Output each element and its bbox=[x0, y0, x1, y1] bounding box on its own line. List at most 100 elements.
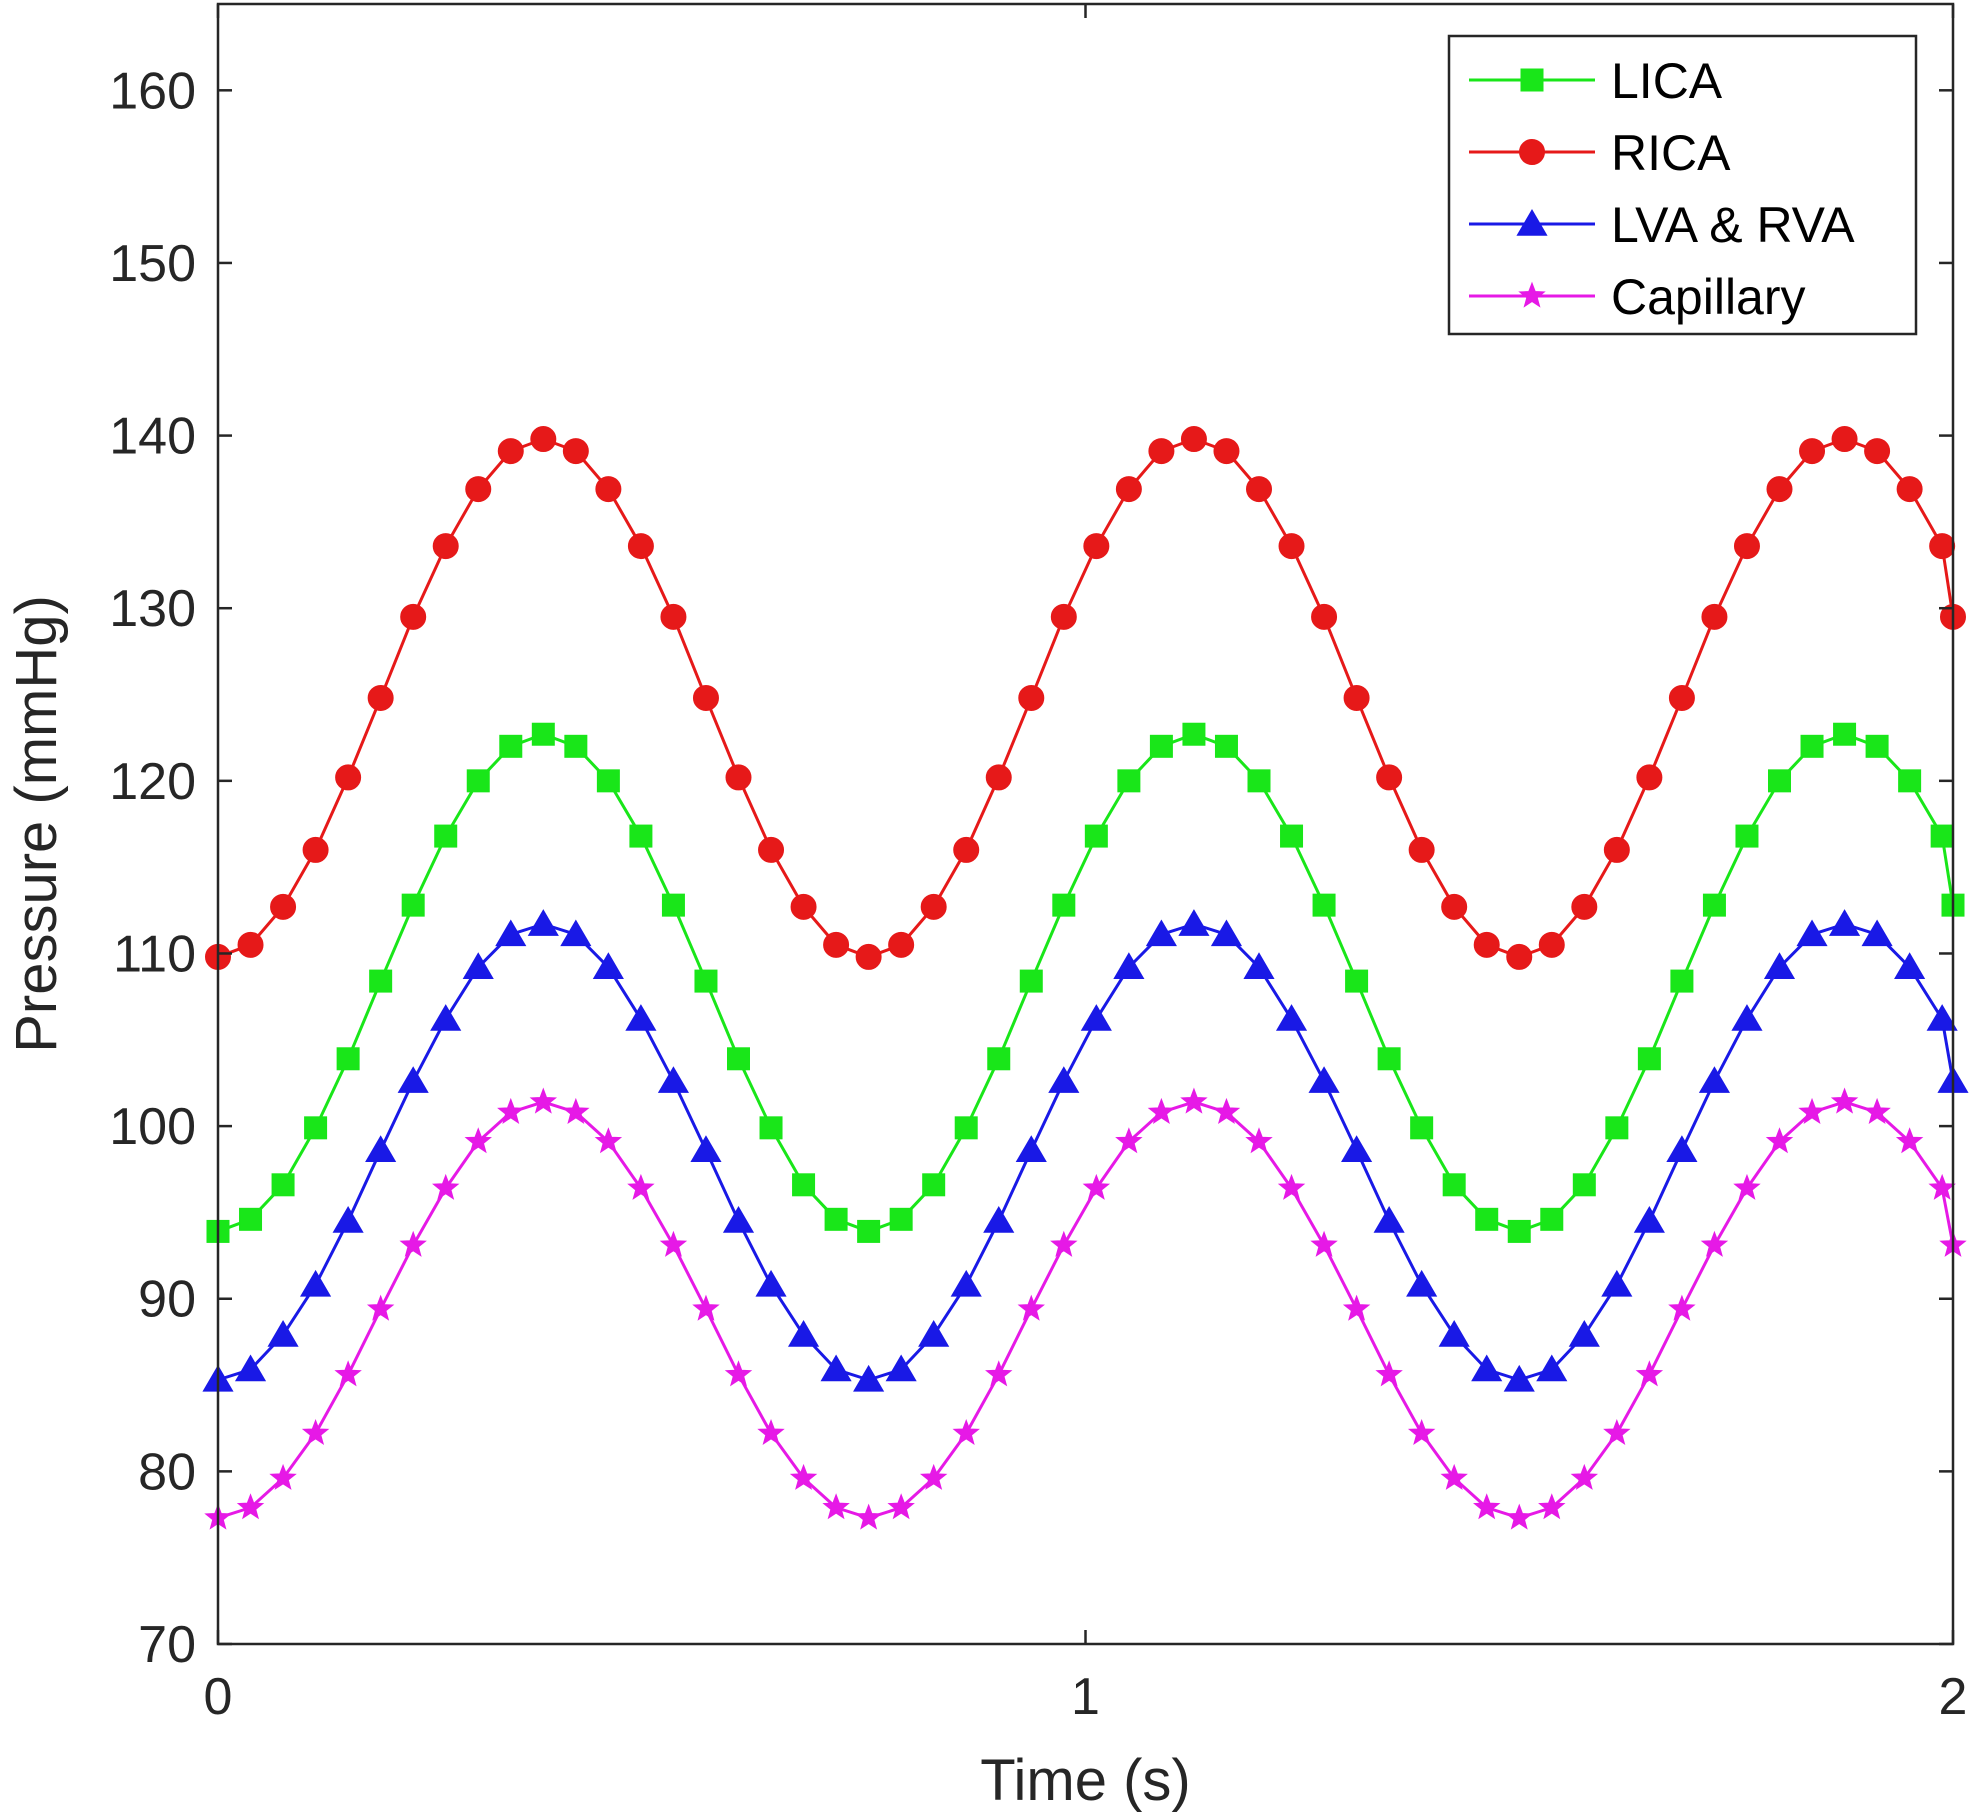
data-point-lica bbox=[889, 1207, 913, 1231]
data-point-capillary bbox=[1082, 1173, 1111, 1200]
data-point-capillary bbox=[724, 1360, 753, 1387]
data-point-capillary bbox=[692, 1294, 720, 1321]
data-point-lva-rva bbox=[853, 1364, 885, 1392]
data-point-lva-rva bbox=[234, 1354, 267, 1382]
data-point-lva-rva bbox=[365, 1135, 397, 1162]
data-point-rica bbox=[790, 893, 817, 920]
data-point-lva-rva bbox=[657, 1066, 690, 1093]
data-point-rica bbox=[367, 684, 394, 711]
data-point-capillary bbox=[1798, 1097, 1826, 1124]
data-point-lva-rva bbox=[1731, 1004, 1763, 1031]
data-point-lica bbox=[922, 1173, 946, 1197]
data-point-rica bbox=[1278, 533, 1305, 560]
data-point-rica bbox=[985, 764, 1012, 791]
data-point-capillary bbox=[1668, 1294, 1696, 1321]
data-point-rica bbox=[1408, 836, 1435, 863]
data-point-lica bbox=[1605, 1116, 1629, 1140]
data-point-rica bbox=[855, 943, 882, 970]
data-point-rica bbox=[1311, 603, 1338, 630]
legend-marker-capillary bbox=[1518, 281, 1546, 308]
data-point-lica bbox=[1019, 969, 1043, 993]
legend-marker-rica bbox=[1519, 139, 1545, 165]
data-point-lva-rva bbox=[267, 1319, 299, 1347]
data-point-lva-rva bbox=[1406, 1269, 1438, 1297]
data-point-capillary bbox=[659, 1230, 688, 1257]
data-point-rica bbox=[1701, 603, 1728, 630]
data-point-capillary bbox=[1440, 1463, 1468, 1490]
data-point-capillary bbox=[269, 1463, 297, 1490]
data-point-lva-rva bbox=[755, 1269, 787, 1297]
data-point-rica bbox=[530, 426, 557, 453]
data-point-lva-rva bbox=[430, 1004, 462, 1031]
data-point-rica bbox=[1603, 836, 1630, 863]
data-point-rica bbox=[1799, 438, 1826, 465]
data-point-capillary bbox=[627, 1173, 655, 1200]
data-point-capillary bbox=[1407, 1418, 1436, 1446]
data-point-lica bbox=[1149, 734, 1173, 758]
data-point-lica bbox=[987, 1047, 1011, 1071]
data-point-lica bbox=[694, 969, 718, 993]
data-point-capillary bbox=[236, 1493, 265, 1520]
data-point-rica bbox=[1766, 476, 1793, 503]
data-point-lva-rva bbox=[983, 1206, 1015, 1233]
data-point-capillary bbox=[301, 1418, 330, 1446]
data-point-lica bbox=[759, 1116, 783, 1140]
data-point-capillary bbox=[1700, 1230, 1729, 1257]
data-point-lica bbox=[1540, 1207, 1564, 1231]
data-point-lica bbox=[434, 824, 458, 848]
data-point-rica bbox=[237, 931, 264, 958]
data-point-capillary bbox=[1017, 1294, 1045, 1321]
data-point-rica bbox=[1506, 943, 1533, 970]
data-point-lva-rva bbox=[1828, 909, 1861, 936]
data-point-lica bbox=[1084, 824, 1108, 848]
legend-label-lva-rva: LVA & RVA bbox=[1611, 197, 1855, 253]
data-point-lva-rva bbox=[1308, 1066, 1340, 1093]
data-point-rica bbox=[1571, 893, 1598, 920]
x-tick-label: 0 bbox=[204, 1668, 233, 1726]
y-tick-label: 110 bbox=[113, 925, 196, 983]
data-point-capillary bbox=[562, 1097, 590, 1124]
data-point-capillary bbox=[1342, 1294, 1371, 1321]
data-point-lica bbox=[1833, 722, 1857, 746]
data-point-rica bbox=[1050, 603, 1077, 630]
y-tick-label: 150 bbox=[109, 235, 196, 293]
data-point-rica bbox=[660, 603, 687, 630]
data-point-lva-rva bbox=[1048, 1066, 1080, 1093]
data-point-capillary bbox=[1212, 1097, 1241, 1124]
data-point-rica bbox=[1636, 764, 1663, 791]
data-point-rica bbox=[562, 438, 589, 465]
data-point-lica bbox=[1475, 1207, 1499, 1231]
data-point-lva-rva bbox=[1796, 919, 1828, 947]
data-point-capillary bbox=[594, 1127, 623, 1154]
data-point-lica bbox=[564, 734, 588, 758]
data-point-lva-rva bbox=[1015, 1135, 1047, 1162]
data-point-lva-rva bbox=[1666, 1135, 1698, 1162]
data-point-lva-rva bbox=[950, 1269, 982, 1297]
data-point-capillary bbox=[1473, 1493, 1501, 1520]
data-point-capillary bbox=[1505, 1503, 1533, 1530]
data-point-lica bbox=[1768, 769, 1791, 793]
data-point-capillary bbox=[1115, 1127, 1143, 1154]
data-point-rica bbox=[1343, 684, 1370, 711]
data-point-lica bbox=[1507, 1219, 1531, 1243]
data-point-lva-rva bbox=[1926, 1004, 1958, 1031]
y-tick-label: 130 bbox=[109, 580, 196, 638]
data-point-capillary bbox=[464, 1127, 492, 1154]
series-capillary bbox=[204, 1087, 1967, 1530]
data-point-lva-rva bbox=[300, 1269, 332, 1297]
data-point-lica bbox=[727, 1047, 750, 1071]
data-point-lica bbox=[629, 824, 653, 848]
data-point-lica bbox=[1442, 1173, 1466, 1197]
data-point-lva-rva bbox=[462, 952, 494, 979]
data-point-lica bbox=[954, 1116, 978, 1140]
y-axis-label: Pressure (mmHg) bbox=[4, 595, 69, 1053]
data-point-lva-rva bbox=[1861, 919, 1893, 947]
data-point-capillary bbox=[1765, 1127, 1794, 1154]
data-point-rica bbox=[335, 764, 362, 791]
data-point-capillary bbox=[887, 1493, 915, 1520]
data-point-capillary bbox=[529, 1087, 558, 1114]
data-point-lica bbox=[304, 1116, 328, 1140]
series-lva-rva bbox=[202, 909, 1969, 1392]
data-point-rica bbox=[758, 836, 785, 863]
